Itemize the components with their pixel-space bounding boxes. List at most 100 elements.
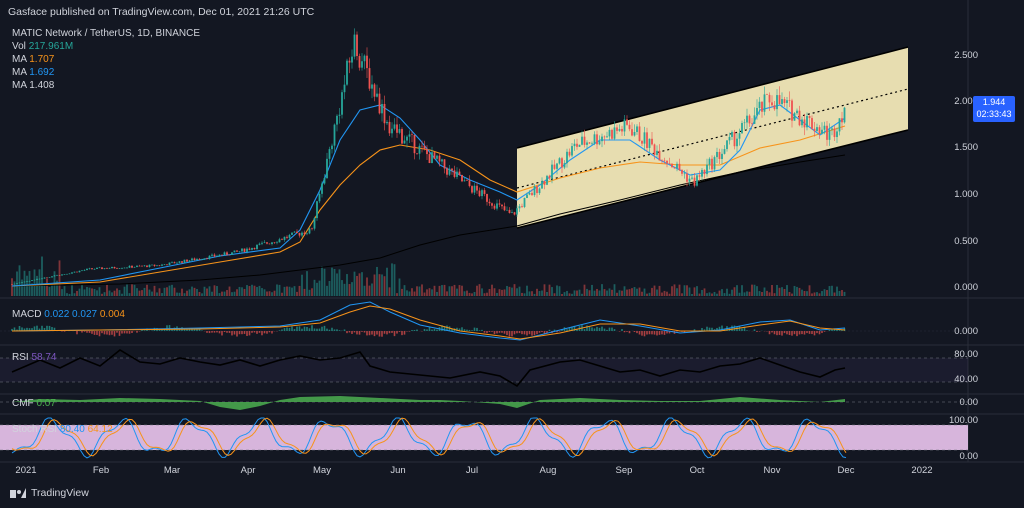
- volume-bar: [13, 281, 16, 296]
- macd-hist-bar: [603, 328, 606, 331]
- macd-hist-bar: [88, 331, 91, 333]
- candle-body: [173, 262, 176, 264]
- macd-hist-bar: [628, 331, 631, 334]
- candle-body: [228, 254, 231, 256]
- price-candles: [11, 28, 846, 285]
- macd-hist-bar: [508, 331, 511, 337]
- candle-body: [578, 144, 581, 147]
- candle-body: [513, 212, 516, 215]
- candle-body: [483, 190, 486, 194]
- macd-hist-bar: [31, 328, 33, 331]
- volume-bar: [511, 287, 513, 296]
- volume-bar: [478, 284, 481, 296]
- volume-bar: [198, 291, 201, 296]
- macd-hist-bar: [231, 331, 233, 336]
- candle-body: [113, 266, 116, 269]
- candle-body: [83, 270, 86, 271]
- macd-hist-bar: [108, 331, 111, 336]
- candle-body: [758, 101, 761, 108]
- volume-bar: [493, 288, 496, 296]
- macd-hist-bar: [213, 331, 216, 333]
- macd-hist-bar: [596, 326, 598, 331]
- macd-hist-bar: [451, 328, 453, 331]
- volume-bar: [18, 265, 21, 296]
- candle-body: [596, 134, 598, 145]
- macd-hist-bar: [486, 331, 488, 334]
- macd-hist-bar: [403, 331, 406, 335]
- macd-hist-bar: [266, 331, 268, 334]
- candle-body: [713, 157, 716, 170]
- volume-bar: [791, 293, 793, 296]
- macd-hist-bar: [306, 327, 308, 331]
- volume-bar: [473, 291, 476, 296]
- volume-bar: [308, 289, 311, 296]
- macd-hist-bar: [316, 328, 318, 331]
- candle-body: [421, 145, 423, 147]
- macd-hist-bar: [823, 331, 826, 332]
- candle-body: [801, 119, 803, 126]
- macd-hist-bar: [613, 329, 616, 331]
- volume-bar: [793, 285, 796, 296]
- macd-hist-bar: [376, 331, 378, 335]
- macd-hist-bar: [336, 329, 338, 331]
- macd-hist-bar: [38, 328, 41, 331]
- volume-bar: [496, 292, 498, 296]
- candle-body: [406, 136, 408, 141]
- candle-body: [536, 186, 538, 194]
- volume-bar: [823, 289, 826, 296]
- candle-body: [131, 265, 133, 268]
- macd-hist-bar: [378, 331, 381, 337]
- volume-bar: [386, 267, 388, 296]
- symbol-title[interactable]: MATIC Network / TetherUS, 1D, BINANCE: [12, 28, 201, 39]
- volume-bar: [63, 286, 66, 296]
- macd-hist-bar: [611, 327, 613, 331]
- volume-bar: [558, 286, 561, 296]
- volume-bar: [268, 291, 271, 296]
- volume-bar: [416, 286, 418, 296]
- candle-body: [121, 268, 123, 269]
- macd-hist-bar: [623, 331, 626, 333]
- macd-hist-bar: [168, 325, 171, 331]
- volume-bar: [513, 284, 516, 296]
- time-tick: Jul: [465, 465, 479, 476]
- candle-body: [396, 124, 398, 133]
- candle-body: [673, 167, 676, 169]
- macd-hist-bar: [443, 326, 446, 331]
- candle-body: [641, 140, 643, 144]
- candle-body: [486, 193, 488, 202]
- candle-body: [206, 258, 208, 259]
- volume-bar: [618, 290, 621, 296]
- volume-bar: [633, 287, 636, 296]
- macd-hist-bar: [801, 331, 803, 335]
- volume-bar: [641, 291, 643, 296]
- candle-body: [678, 163, 681, 171]
- volume-bar: [228, 286, 231, 296]
- macd-hist-bar: [18, 326, 21, 331]
- candle-body: [193, 258, 196, 261]
- tradingview-footer[interactable]: TradingView: [10, 487, 89, 499]
- candle-body: [111, 266, 113, 269]
- volume-bar: [726, 288, 728, 296]
- volume-bar: [178, 292, 181, 296]
- macd-hist-bar: [516, 331, 518, 334]
- volume-bar: [248, 286, 251, 296]
- candle-body: [786, 100, 788, 103]
- candle-body: [583, 136, 586, 145]
- candle-body: [218, 254, 221, 256]
- volume-bar: [81, 285, 83, 296]
- candle-body: [311, 228, 313, 230]
- macd-hist-bar: [471, 330, 473, 331]
- macd-hist-bar: [568, 327, 571, 331]
- macd-hist-bar: [641, 331, 643, 336]
- candle-body: [51, 276, 53, 278]
- candle-body: [808, 116, 811, 119]
- candle-body: [98, 267, 101, 269]
- rsi-legend: RSI 58.74: [12, 352, 57, 363]
- volume-bar: [373, 274, 376, 296]
- candle-body: [718, 151, 721, 159]
- volume-bar: [728, 293, 731, 296]
- candle-body: [188, 260, 191, 262]
- candle-body: [371, 84, 373, 89]
- macd-hist-bar: [606, 329, 608, 331]
